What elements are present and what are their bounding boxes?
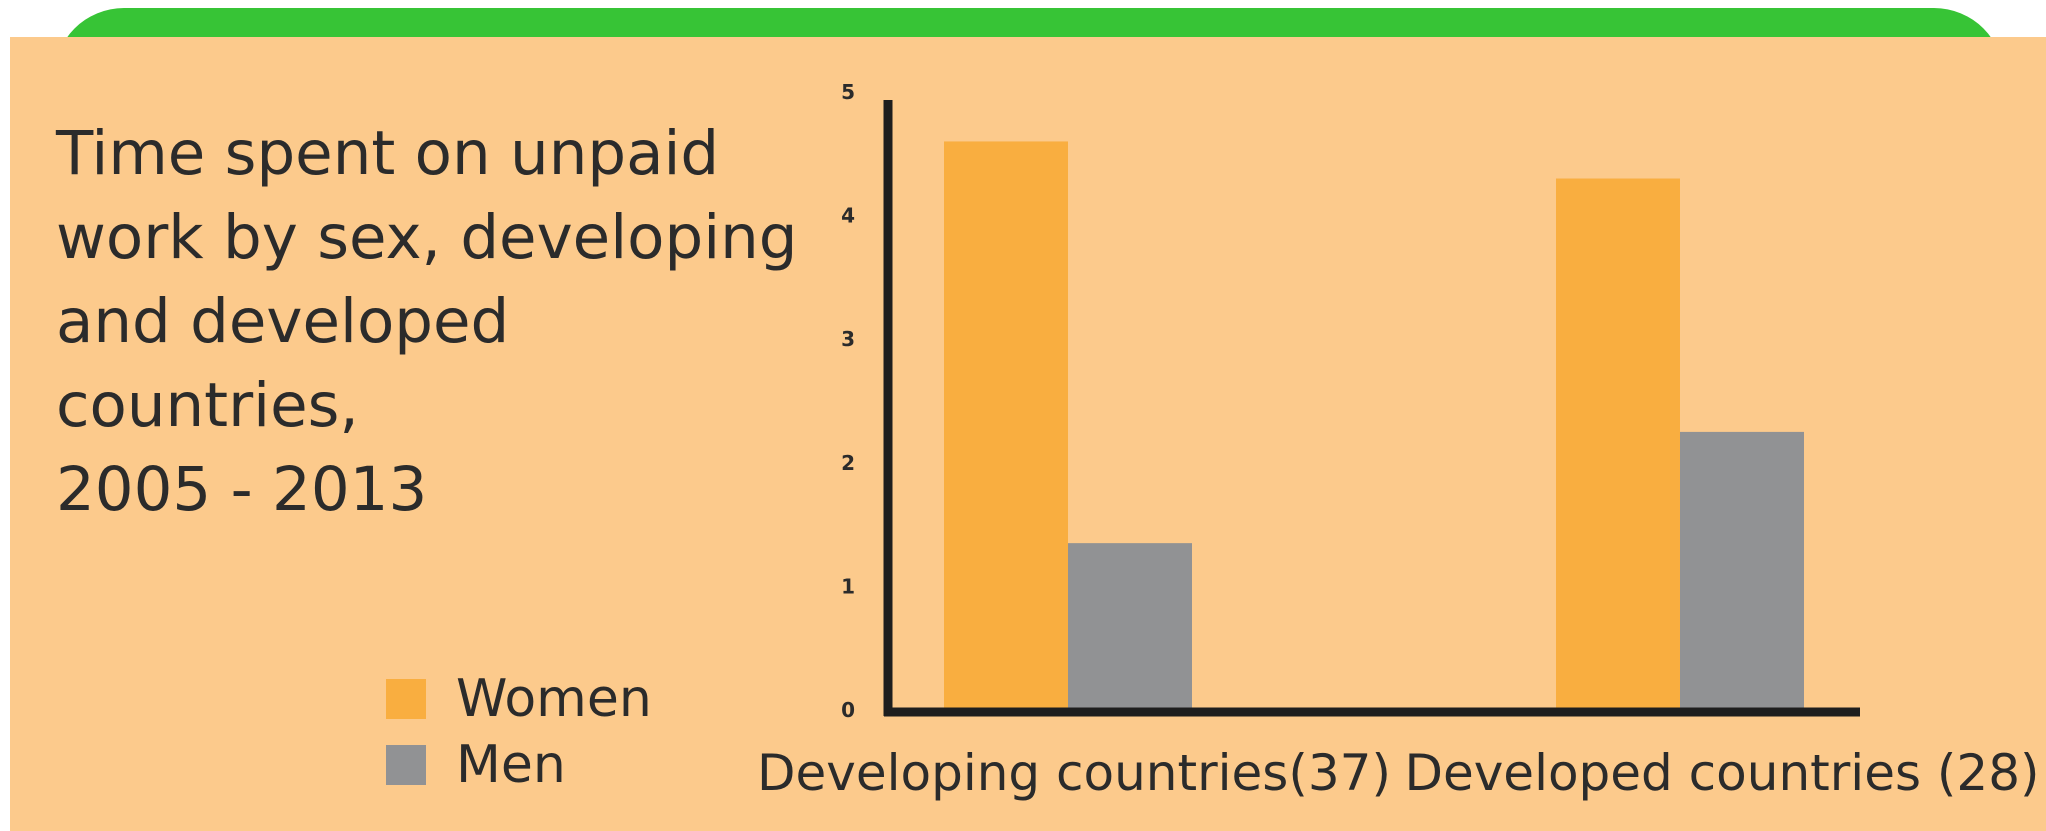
- legend-swatch-men: [386, 745, 426, 785]
- legend-label-women: Women: [456, 669, 652, 729]
- bar-women-1: [944, 141, 1068, 710]
- chart-title: Time spent on unpaid work by sex, develo…: [56, 118, 798, 525]
- legend-swatch-women: [386, 679, 426, 719]
- y-tick-label-3: 3: [841, 327, 855, 351]
- y-tick-label-1: 1: [841, 574, 855, 598]
- x-category-label-1: Developing countries(37): [757, 744, 1391, 802]
- y-tick-label-4: 4: [841, 204, 855, 228]
- x-category-label-2: Developed countries (28): [1404, 744, 2039, 802]
- bar-men-1: [1068, 543, 1192, 710]
- y-tick-label-2: 2: [841, 451, 855, 475]
- chart-legend: Women Men: [386, 666, 652, 798]
- bar-men-2: [1680, 431, 1804, 710]
- y-tick-label-0: 0: [841, 698, 855, 722]
- y-tick-label-5: 5: [841, 80, 855, 104]
- legend-label-men: Men: [456, 735, 566, 795]
- legend-item-men: Men: [386, 732, 652, 798]
- legend-item-women: Women: [386, 666, 652, 732]
- bar-women-2: [1556, 178, 1680, 710]
